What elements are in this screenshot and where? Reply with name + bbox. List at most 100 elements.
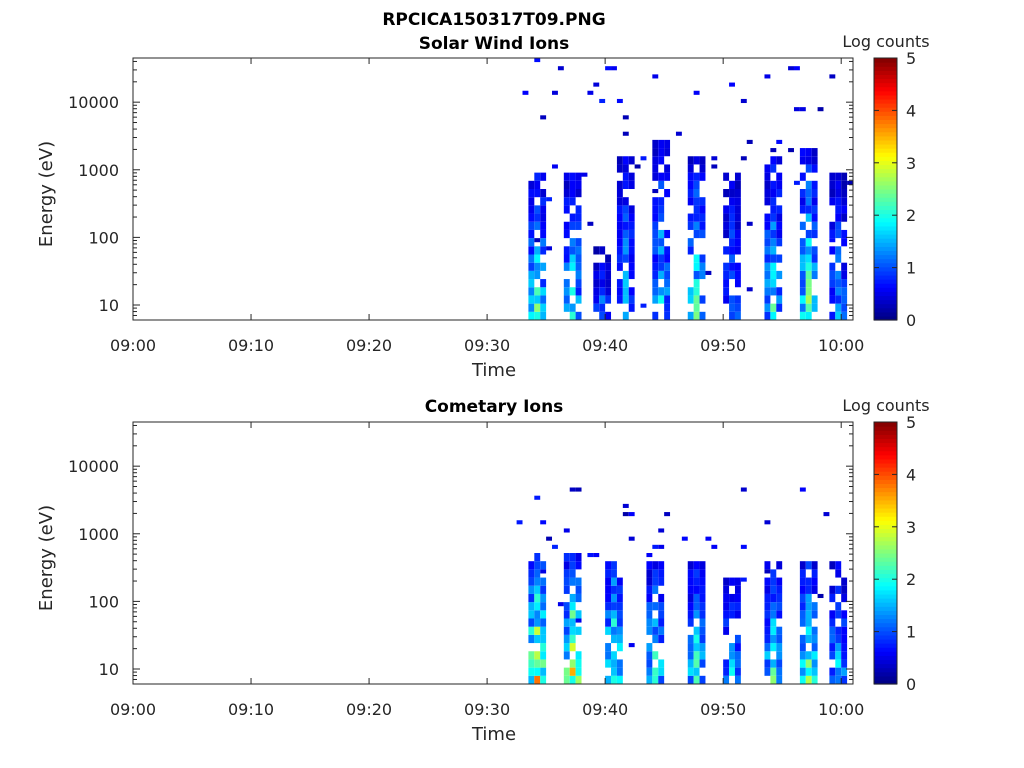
heatmap-cell — [841, 651, 848, 660]
heatmap-cell — [799, 610, 806, 619]
heatmap-cell — [569, 610, 576, 619]
heatmap-cell — [563, 577, 570, 586]
heatmap-cell — [764, 585, 771, 594]
heatmap-cell — [811, 659, 818, 668]
heatmap-cell — [616, 238, 623, 247]
colorbar-segment — [874, 499, 897, 505]
heatmap-cell — [528, 602, 535, 611]
heatmap-cell — [616, 585, 623, 594]
colorbar-segment — [874, 189, 897, 194]
heatmap-cell — [693, 172, 700, 181]
colorbar-segment — [874, 279, 897, 284]
heatmap-cell — [835, 602, 842, 611]
heatmap-cell — [528, 270, 535, 280]
heatmap-cell — [805, 295, 812, 304]
heatmap-cell — [652, 561, 659, 570]
colorbar-segment — [874, 139, 897, 145]
heatmap-cell — [599, 262, 606, 271]
heatmap-cell — [699, 561, 706, 570]
heatmap-cell — [734, 303, 741, 312]
heatmap-cell — [841, 675, 848, 684]
y-tick-label: 100 — [88, 228, 119, 247]
heatmap-cell — [805, 270, 812, 280]
heatmap-cell — [734, 172, 741, 181]
heatmap-cell — [581, 172, 588, 177]
heatmap-cell — [658, 626, 665, 635]
heatmap-cell — [687, 675, 694, 684]
colorbar-segment — [874, 426, 897, 431]
heatmap-cell — [652, 626, 659, 635]
heatmap-cell — [569, 287, 576, 296]
heatmap-cell — [616, 229, 623, 239]
heatmap-cell — [811, 148, 818, 157]
heatmap-cell — [605, 262, 612, 271]
heatmap-cell — [841, 593, 848, 603]
heatmap-cell — [793, 107, 800, 112]
heatmap-cell — [652, 602, 659, 611]
heatmap-cell — [569, 180, 576, 189]
heatmap-cell — [652, 164, 659, 173]
colorbar-tick-label: 0 — [906, 675, 916, 694]
heatmap-cell — [540, 569, 547, 574]
heatmap-cell — [528, 262, 535, 271]
heatmap-cell — [652, 270, 659, 280]
colorbar-segment — [874, 458, 897, 464]
heatmap-cell — [723, 189, 730, 198]
heatmap-cell — [658, 675, 665, 684]
heatmap-cell — [616, 197, 623, 206]
colorbar-segment — [874, 516, 897, 521]
heatmap-cell — [569, 667, 576, 676]
heatmap-cell — [575, 205, 582, 214]
heatmap-cell — [770, 311, 777, 320]
heatmap-cell — [628, 512, 635, 517]
heatmap-cell — [723, 270, 730, 280]
heatmap-cell — [699, 626, 706, 635]
colorbar-segment — [874, 168, 897, 174]
colorbar-segment — [874, 94, 897, 100]
heatmap-cell — [687, 634, 694, 644]
heatmap-cell — [628, 303, 635, 312]
heatmap-cell — [528, 213, 535, 222]
heatmap-cell — [805, 164, 812, 173]
heatmap-cell — [693, 643, 700, 652]
heatmap-cell — [646, 585, 653, 594]
colorbar-segment — [874, 520, 897, 525]
heatmap-cell — [687, 667, 694, 676]
heatmap-cell — [799, 172, 806, 181]
heatmap-cell — [664, 512, 671, 517]
heatmap-cell — [652, 156, 659, 165]
y-tick-label: 100 — [88, 592, 119, 611]
heatmap-cell — [599, 246, 606, 255]
panel-2-xlabel: Time — [471, 724, 516, 745]
heatmap-cell — [540, 262, 547, 271]
heatmap-cell — [764, 270, 771, 280]
heatmap-cell — [734, 667, 741, 676]
heatmap-cell — [811, 643, 818, 652]
colorbar-tick-label: 3 — [906, 518, 916, 537]
heatmap-cell — [799, 270, 806, 280]
heatmap-cell — [811, 189, 818, 198]
heatmap-cell — [528, 667, 535, 676]
heatmap-cell — [652, 254, 659, 263]
heatmap-cell — [805, 180, 812, 189]
colorbar-segment — [874, 254, 897, 260]
heatmap-cell — [805, 626, 812, 635]
heatmap-cell — [575, 577, 582, 586]
heatmap-cell — [605, 593, 612, 603]
heatmap-cell — [693, 279, 700, 288]
heatmap-cell — [622, 512, 629, 517]
colorbar-segment — [874, 430, 897, 435]
heatmap-cell — [569, 569, 576, 578]
heatmap-cell — [652, 221, 659, 230]
heatmap-cell — [664, 270, 671, 280]
heatmap-cell — [776, 254, 783, 263]
heatmap-cell — [528, 238, 535, 247]
heatmap-cell — [799, 651, 806, 660]
heatmap-cell — [729, 643, 735, 652]
heatmap-cell — [628, 238, 635, 247]
heatmap-cell — [770, 593, 777, 603]
heatmap-cell — [693, 205, 700, 214]
heatmap-cell — [835, 667, 842, 676]
heatmap-cell — [799, 602, 806, 611]
heatmap-cell — [734, 593, 741, 603]
